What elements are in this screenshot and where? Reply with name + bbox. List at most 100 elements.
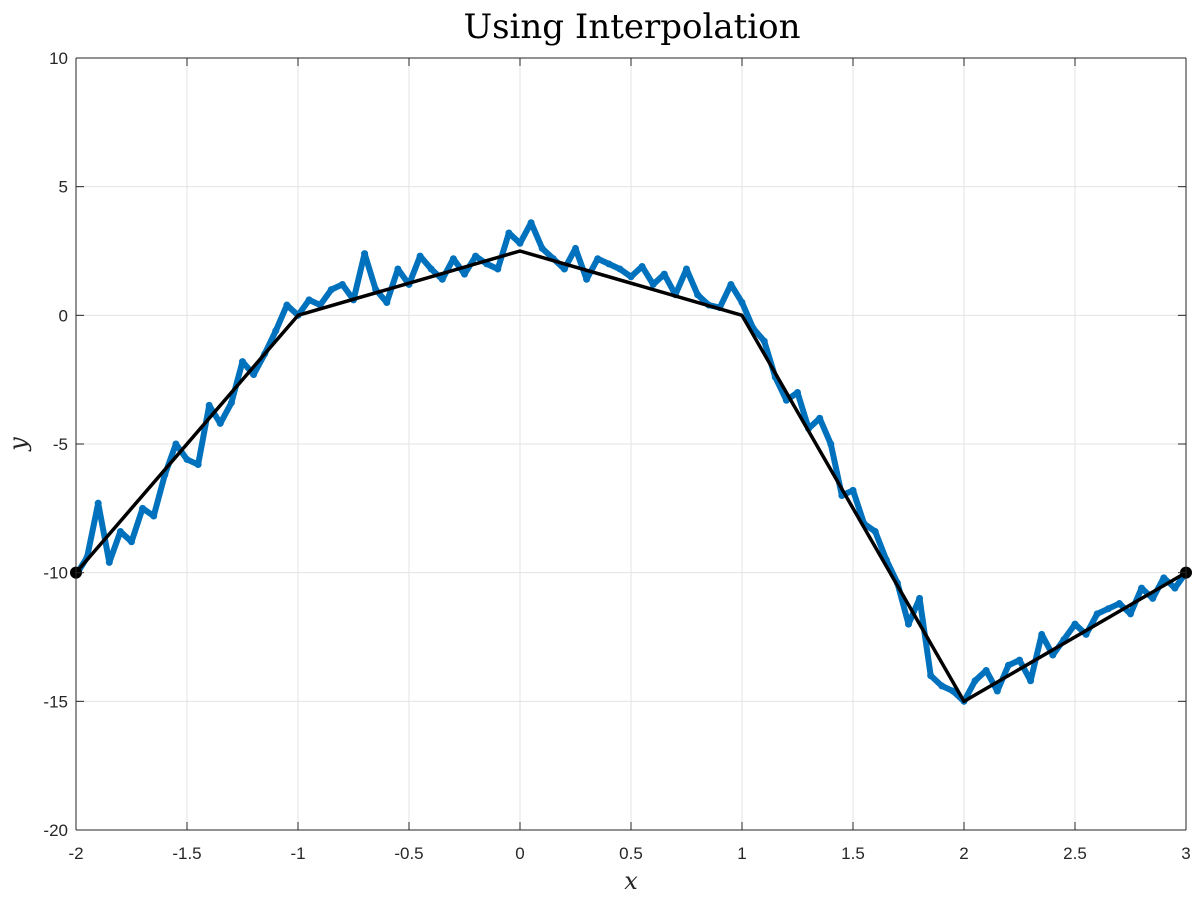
x-axis-label: x (624, 867, 638, 895)
noisy-data-point (993, 687, 1001, 695)
noisy-data-point (583, 275, 591, 283)
noisy-data-point (927, 672, 935, 680)
chart-title: Using Interpolation (463, 7, 800, 47)
noisy-data-point (394, 265, 402, 273)
y-tick-label: 5 (59, 178, 68, 197)
noisy-data-point (871, 527, 879, 535)
noisy-data-point (239, 358, 246, 366)
noisy-data-point (638, 262, 646, 270)
noisy-data-point (816, 414, 824, 422)
y-tick-label: -20 (43, 821, 68, 840)
noisy-data-point (216, 419, 224, 427)
noisy-data-point (627, 273, 635, 281)
noisy-data-point (1038, 630, 1046, 638)
noisy-data-point (572, 244, 579, 252)
noisy-data-point (250, 371, 258, 379)
y-axis-label: y (4, 437, 32, 452)
noisy-data-point (727, 280, 735, 288)
noisy-data-point (116, 527, 124, 535)
noisy-data-point (683, 265, 690, 273)
noisy-data-point (605, 260, 613, 268)
y-tick-label: 10 (49, 49, 68, 68)
noisy-data-point (383, 298, 391, 306)
y-tick-label: -10 (43, 564, 68, 583)
noisy-data-point (760, 337, 768, 345)
noisy-data-point (560, 265, 568, 273)
noisy-data-point (1071, 620, 1079, 628)
noisy-data-point (416, 252, 424, 260)
noisy-data-point (660, 270, 668, 278)
noisy-data-point (227, 399, 235, 407)
noisy-data-point (949, 687, 957, 695)
noisy-data-point (172, 440, 180, 448)
noisy-data-point (472, 252, 480, 260)
noisy-data-point (1160, 574, 1168, 582)
noisy-data-point (594, 255, 602, 263)
noisy-data-point (1127, 610, 1134, 618)
noisy-data-point (505, 229, 513, 237)
noisy-data-point (1049, 651, 1057, 659)
noisy-data-point (494, 265, 502, 273)
axes (75, 57, 1187, 831)
noisy-data-point (283, 301, 291, 309)
interpolation-line (74, 249, 1187, 704)
noisy-data-point (183, 455, 191, 463)
noisy-data-point (361, 250, 369, 258)
noisy-data-point (461, 270, 468, 278)
noisy-data-point (527, 219, 535, 227)
x-tick-label: -2 (68, 844, 83, 863)
noisy-data-point (438, 275, 446, 283)
tick-labels: -2 -1.5 -1 -0.5 0 0.5 1 1.5 2 2.5 3 -20 -15 -10 -5 0 5 10 (43, 49, 1190, 863)
noisy-data-point (338, 280, 346, 288)
noisy-data-point (827, 440, 835, 448)
noisy-data-point (1093, 610, 1101, 618)
x-tick-label: 1 (737, 844, 746, 863)
noisy-data-point (449, 255, 457, 263)
noisy-data-point (1004, 661, 1012, 669)
x-tick-label: 2 (959, 844, 968, 863)
noisy-data-point (738, 298, 746, 306)
noisy-data-point (272, 327, 280, 335)
noisy-data-point (1138, 584, 1146, 592)
noisy-data-point (427, 265, 435, 273)
noisy-data-point (649, 280, 657, 288)
noisy-data-point (205, 401, 213, 409)
x-tick-label: -1.5 (172, 844, 201, 863)
noisy-data-point (1016, 656, 1023, 664)
noisy-data-point (916, 594, 924, 602)
noisy-data-point (538, 244, 546, 252)
noisy-data-point (616, 265, 624, 273)
noisy-data-point (327, 286, 335, 294)
x-tick-label: 0.5 (619, 844, 643, 863)
noisy-data-point (516, 239, 524, 247)
x-tick-label: -0.5 (394, 844, 423, 863)
noisy-data-point (139, 504, 147, 512)
y-tick-label: 0 (59, 306, 68, 325)
noisy-data-point (1171, 584, 1179, 592)
noisy-data-point (694, 291, 702, 299)
noisy-data-point (94, 499, 102, 507)
x-tick-label: 3 (1181, 844, 1190, 863)
noisy-data-point (1115, 600, 1123, 608)
noisy-data-point (971, 677, 979, 685)
noisy-data-point (105, 558, 113, 566)
x-tick-label: 0 (515, 844, 524, 863)
noisy-data-point (194, 461, 202, 469)
y-tick-label: -15 (43, 692, 68, 711)
noisy-data-point (305, 296, 313, 304)
noisy-data-point (794, 389, 801, 397)
x-tick-label: 1.5 (841, 844, 865, 863)
grid (75, 57, 1187, 831)
x-tick-label: -1 (290, 844, 305, 863)
noisy-data-point (150, 512, 158, 520)
noisy-data-point (1027, 677, 1035, 685)
x-tick-label: 2.5 (1063, 844, 1087, 863)
noisy-data-point (938, 682, 946, 690)
noisy-data-point (1149, 594, 1157, 602)
noisy-data-point (1104, 605, 1112, 613)
noisy-data-point (128, 538, 135, 546)
noisy-data-point (905, 620, 912, 628)
noisy-data-point (982, 666, 990, 674)
